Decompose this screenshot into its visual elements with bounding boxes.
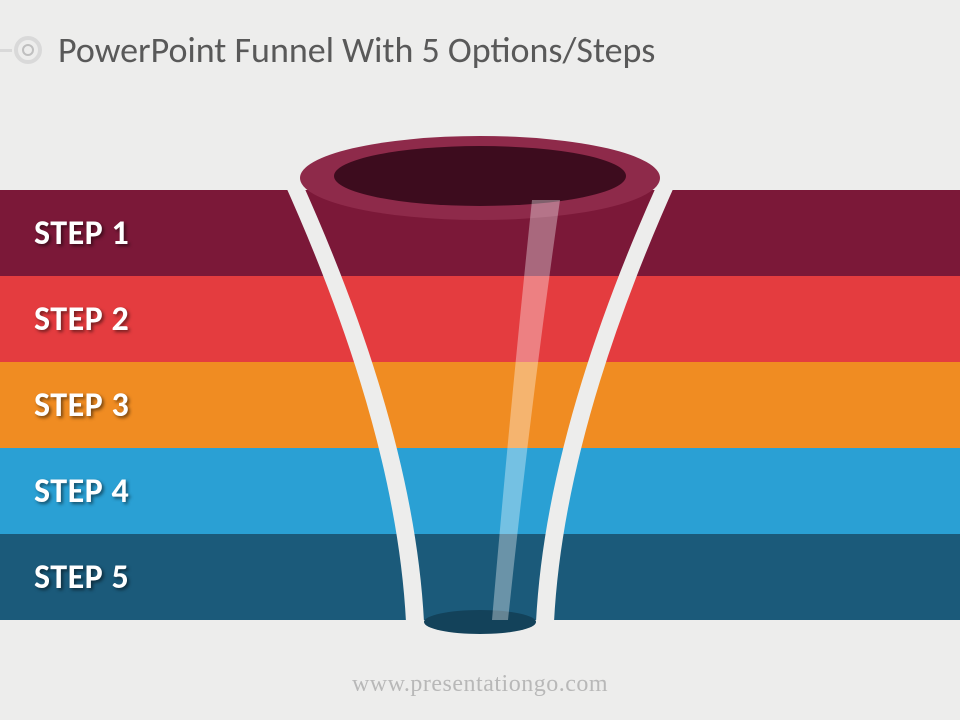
step-label: STEP 2 <box>34 299 129 340</box>
title-bar: PowerPoint Funnel With 5 Options/Steps <box>0 28 960 72</box>
step-band: STEP 1 <box>0 190 960 276</box>
step-band: STEP 5 <box>0 534 960 620</box>
step-bands: STEP 1 STEP 2 STEP 3 STEP 4 STEP 5 <box>0 190 960 620</box>
step-band: STEP 2 <box>0 276 960 362</box>
step-band: STEP 4 <box>0 448 960 534</box>
step-band: STEP 3 <box>0 362 960 448</box>
slide-title: PowerPoint Funnel With 5 Options/Steps <box>58 28 655 72</box>
title-decor-ring-icon <box>14 36 42 64</box>
title-decor-line <box>0 49 12 52</box>
step-label: STEP 4 <box>34 471 129 512</box>
step-label: STEP 5 <box>34 557 129 598</box>
step-label: STEP 3 <box>34 385 129 426</box>
footer-attribution: www.presentationgo.com <box>0 671 960 698</box>
step-label: STEP 1 <box>34 213 129 254</box>
